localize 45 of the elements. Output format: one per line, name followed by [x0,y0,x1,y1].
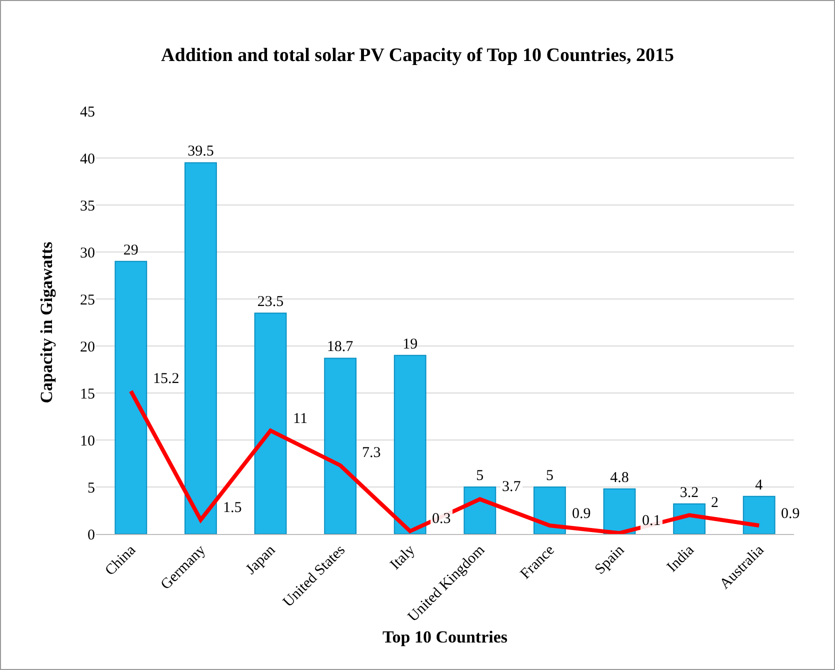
y-tick-label: 40 [80,151,95,168]
data-label: 18.7 [326,339,354,356]
data-label: 4 [755,477,764,494]
y-tick-label: 25 [80,292,95,308]
data-label: 2 [711,495,718,511]
data-label: 19 [402,336,418,352]
bar [742,496,776,534]
bar [464,486,496,534]
y-tick-label: 10 [80,433,95,450]
data-label: 0.9 [572,506,591,522]
y-tick-label: 5 [88,480,95,496]
y-tick-label: 0 [88,527,95,544]
data-label: 0.1 [642,513,661,529]
data-label: 5 [546,468,554,484]
x-tick-label: Italy [387,542,419,574]
bar [324,358,357,534]
data-label: 4.8 [610,470,629,486]
bar [254,312,287,534]
data-label: 29 [123,242,138,258]
data-label: 0.9 [781,506,800,522]
data-label: 1.5 [223,500,242,516]
line-series [128,389,762,534]
y-axis-title: Capacity in Gigawatts [37,241,56,404]
bar [394,354,426,534]
data-label: 5 [476,468,484,484]
bar [114,260,148,534]
bar [603,488,636,534]
y-tick-label: 15 [80,386,95,402]
y-tick-label: 30 [80,245,95,262]
x-axis-title: Top 10 Countries [382,628,508,647]
x-tick-label: India [664,542,698,576]
bar [534,486,566,534]
chart-title: Addition and total solar PV Capacity of Top 10 Countries, 2015 [161,45,674,66]
data-label: 11 [293,411,308,427]
data-label: 7.3 [362,445,381,461]
y-tick-label: 20 [80,339,95,356]
bar [184,162,217,534]
data-label: 0.3 [432,511,451,527]
data-label: 23.5 [257,294,284,310]
data-label: 39.5 [188,144,214,160]
data-label: 3.7 [502,479,522,495]
y-tick-label: 35 [80,198,95,214]
data-label: 3.2 [680,484,699,501]
y-tick-label: 45 [80,104,95,120]
data-label: 15.2 [153,371,180,387]
